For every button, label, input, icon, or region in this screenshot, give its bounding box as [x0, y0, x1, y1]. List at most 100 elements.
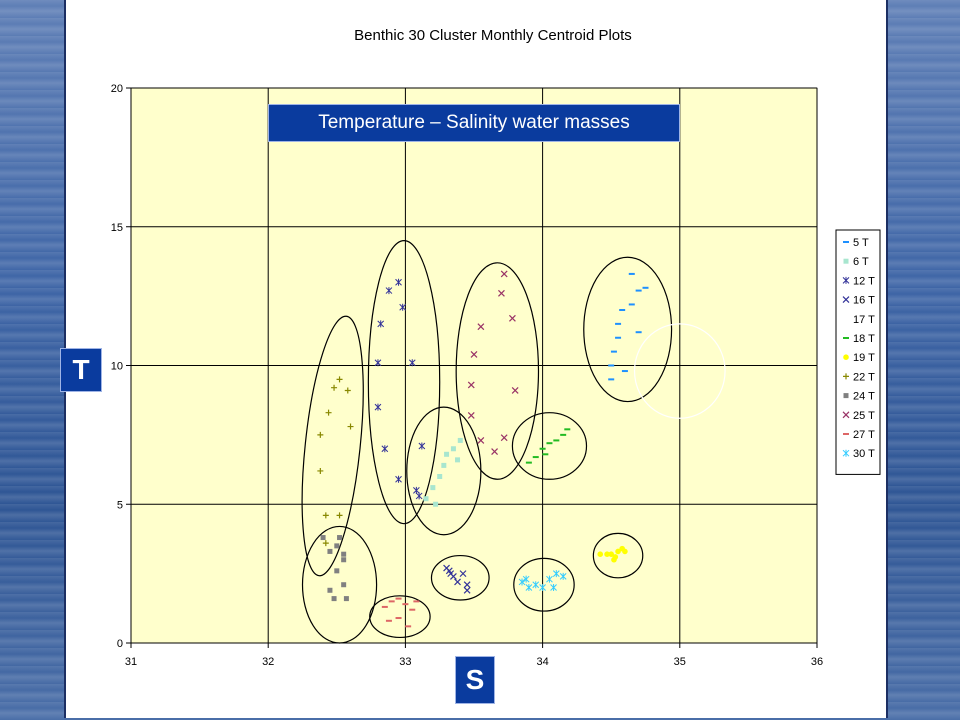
gridlines — [126, 87, 818, 648]
point-12-t — [385, 287, 393, 295]
point-16-t — [445, 567, 453, 575]
legend-marker-22-t — [843, 373, 849, 380]
point-24-t — [334, 568, 340, 574]
point-22-t — [322, 540, 329, 547]
legend-label-22-t: 22 T — [853, 371, 875, 383]
point-19-t — [597, 551, 604, 557]
x-tick-label: 32 — [262, 656, 274, 668]
point-25-t — [470, 350, 478, 358]
point-25-t — [500, 270, 508, 278]
point-12-t — [395, 475, 402, 483]
point-6-t — [433, 501, 439, 507]
legend-marker-30-t — [842, 449, 850, 457]
point-6-t — [423, 496, 429, 502]
cluster-ellipse — [592, 532, 644, 579]
y-tick-label: 20 — [111, 83, 123, 95]
point-12-t — [413, 486, 420, 494]
point-19-t — [611, 556, 617, 563]
point-22-t — [325, 409, 332, 416]
point-24-t — [341, 557, 347, 563]
point-25-t — [491, 448, 499, 455]
point-22-t — [336, 512, 343, 519]
point-30-t — [518, 578, 526, 586]
point-22-t — [322, 512, 329, 519]
legend: 5 T 6 T 12 T 16 T 17 T 18 T 19 T 22 T 24 T 25 T 27… — [835, 229, 881, 475]
point-12-t — [377, 320, 385, 328]
point-25-t — [500, 434, 508, 442]
point-30-t — [532, 581, 540, 589]
point-12-t — [395, 278, 402, 286]
point-24-t — [341, 582, 347, 588]
point-30-t — [522, 575, 530, 583]
point-24-t — [320, 535, 326, 541]
point-30-t — [539, 584, 546, 591]
salinity-axis-label: S — [455, 656, 495, 704]
legend-label-18-t: 18 T — [853, 333, 875, 345]
legend-label-24-t: 24 T — [853, 391, 875, 403]
point-6-t — [441, 462, 447, 468]
cluster-ellipse — [430, 554, 490, 601]
legend-label-17-t: 17 T — [853, 314, 875, 326]
point-22-t — [336, 376, 343, 383]
legend-marker-25-t — [842, 411, 850, 419]
x-tick-label: 35 — [674, 656, 686, 668]
cluster-ellipses — [301, 240, 726, 644]
point-16-t — [459, 570, 467, 578]
point-19-t — [608, 551, 614, 557]
legend-label-27-t: 27 T — [853, 429, 875, 441]
point-25-t — [511, 387, 519, 394]
point-22-t — [317, 467, 324, 474]
point-12-t — [408, 359, 416, 367]
tick-labels: 31 32 33 34 35 36 0 5 10 15 20 — [111, 83, 823, 668]
y-tick-label: 10 — [111, 361, 123, 373]
chart-title: Benthic 30 Cluster Monthly Centroid Plot… — [354, 27, 632, 44]
legend-marker-19-t — [843, 354, 849, 361]
point-19-t — [604, 551, 610, 557]
point-12-t — [381, 445, 389, 453]
point-12-t — [374, 403, 382, 411]
y-tick-label: 5 — [117, 499, 123, 511]
cluster-ellipse — [367, 240, 441, 525]
water-masses-banner: Temperature – Salinity water masses — [268, 104, 680, 142]
x-tick-label: 36 — [811, 656, 823, 668]
legend-label-30-t: 30 T — [853, 448, 875, 460]
point-25-t — [508, 314, 516, 322]
point-22-t — [344, 387, 351, 394]
slide-background-left — [0, 0, 64, 720]
legend-label-6-t: 6 T — [853, 256, 869, 268]
point-24-t — [334, 543, 340, 549]
cluster-ellipse — [301, 315, 364, 577]
point-22-t — [331, 384, 338, 391]
point-16-t — [463, 581, 471, 589]
point-19-t — [622, 548, 628, 555]
point-6-t — [437, 474, 443, 479]
legend-marker-24-t — [843, 393, 849, 399]
point-24-t — [341, 551, 347, 557]
point-6-t — [444, 451, 450, 457]
temperature-axis-label: T — [60, 348, 102, 392]
point-6-t — [430, 485, 436, 491]
point-12-t — [374, 359, 382, 367]
point-6-t — [457, 437, 463, 443]
point-16-t — [454, 578, 461, 586]
cluster-ellipse — [301, 525, 378, 644]
point-22-t — [317, 431, 324, 438]
point-25-t — [477, 437, 485, 444]
legend-marker-12-t — [842, 276, 850, 284]
cluster-ellipse — [511, 412, 588, 480]
cluster-ellipse — [583, 256, 673, 403]
slide-background-right — [888, 0, 960, 720]
point-24-t — [337, 535, 343, 541]
y-tick-label: 15 — [111, 222, 123, 234]
point-16-t — [463, 586, 471, 594]
point-24-t — [343, 596, 349, 602]
point-30-t — [550, 584, 557, 591]
legend-marker-16-t — [842, 296, 850, 304]
point-6-t — [455, 457, 461, 463]
point-30-t — [546, 575, 553, 583]
y-tick-label: 0 — [117, 638, 123, 650]
cluster-ellipse — [633, 323, 726, 419]
data-points — [317, 270, 649, 628]
legend-marker-6-t — [843, 258, 849, 264]
point-25-t — [498, 289, 505, 297]
